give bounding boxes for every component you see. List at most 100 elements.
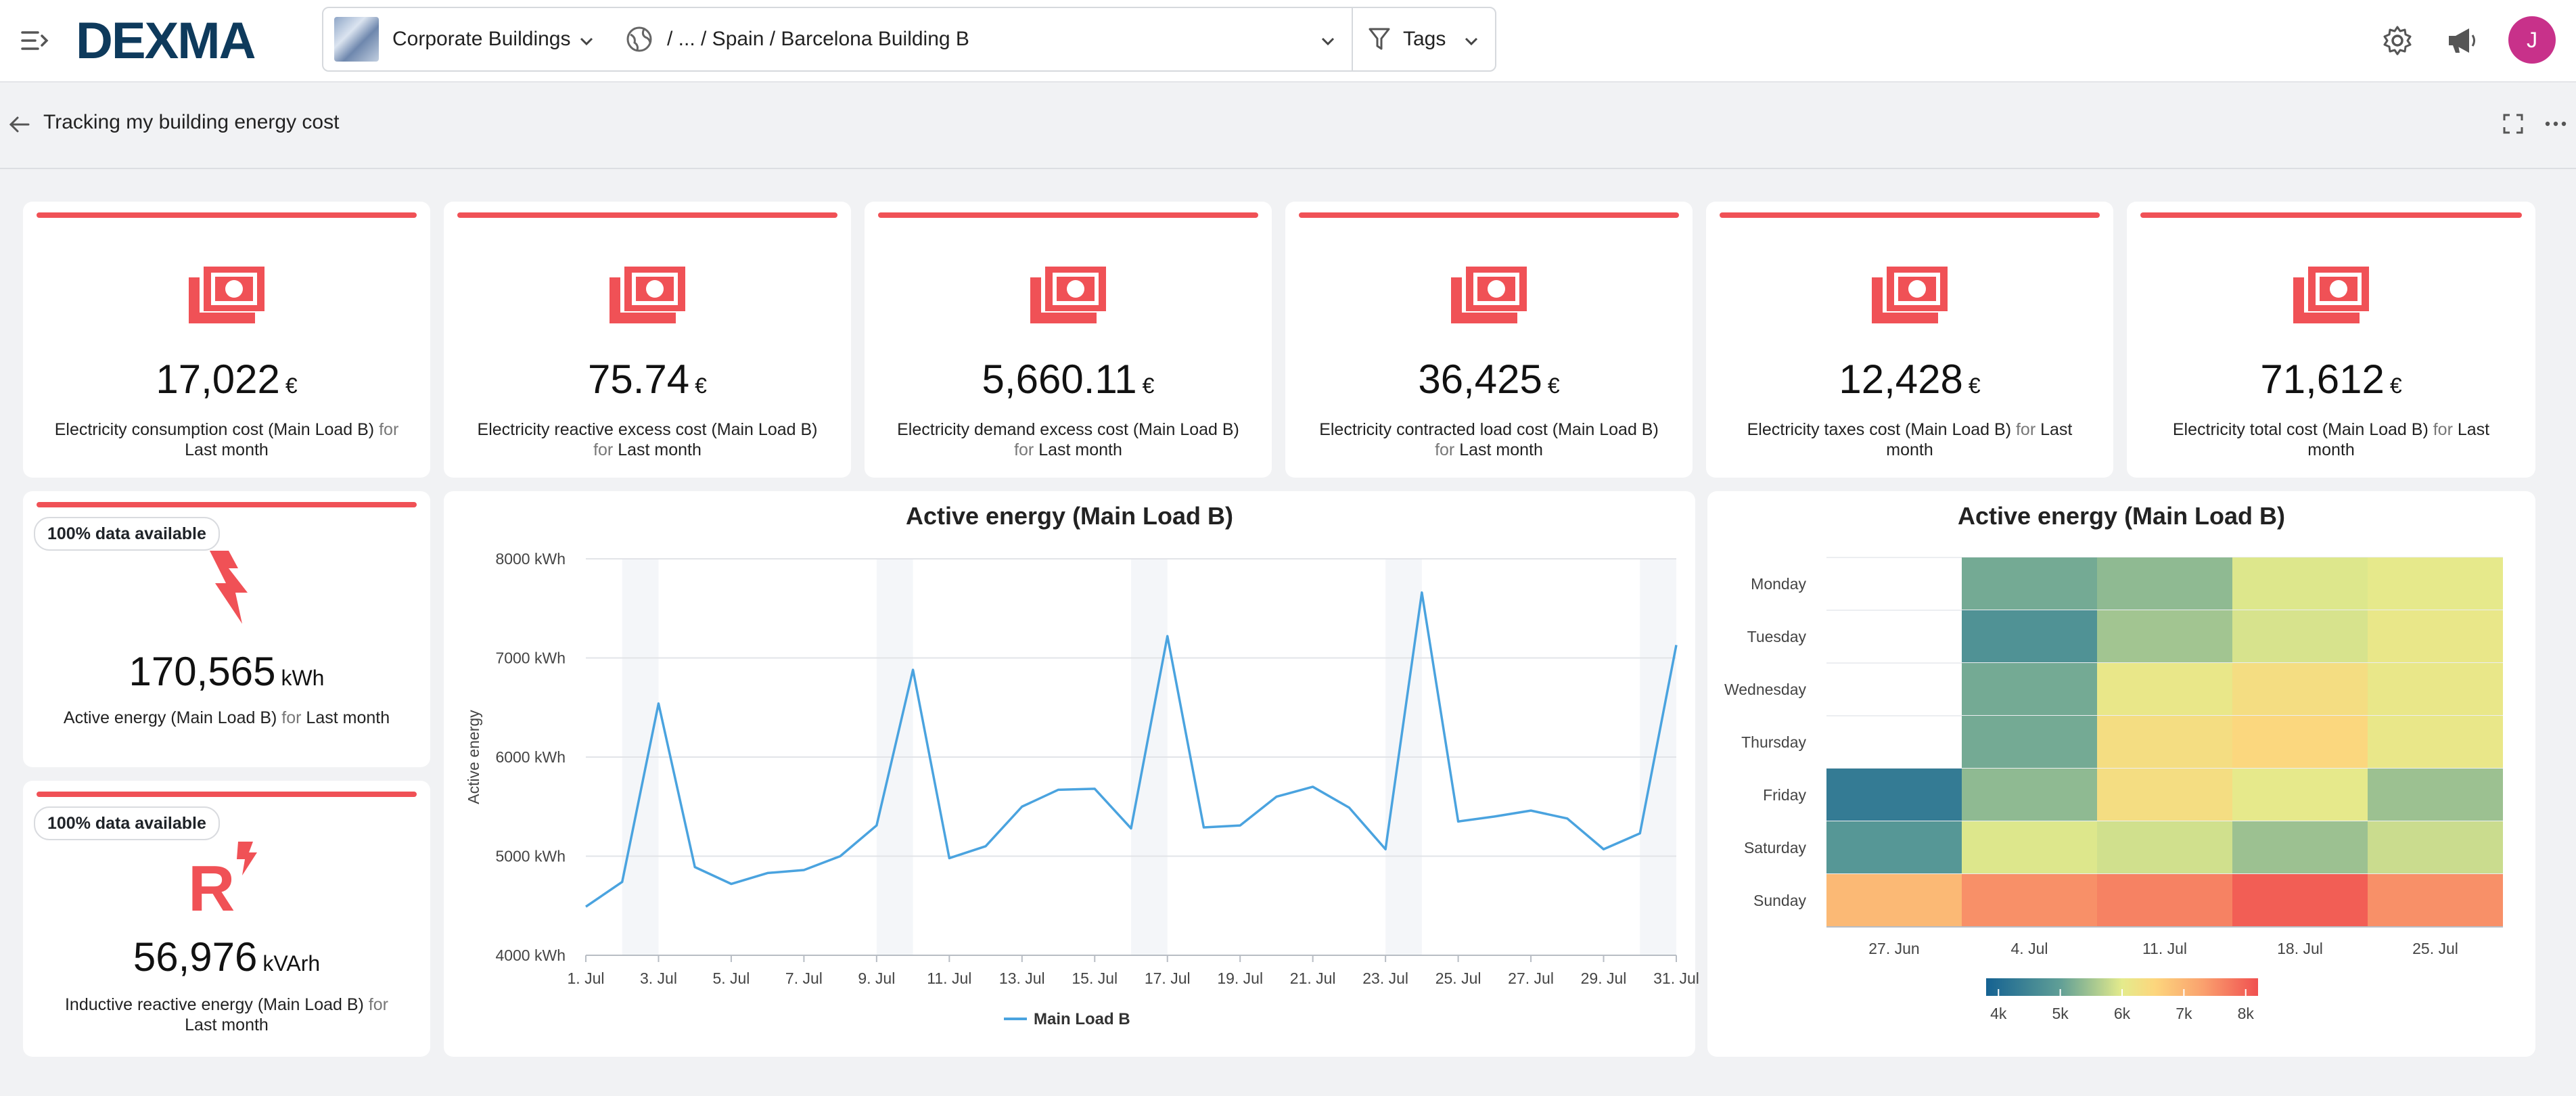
kpi-value: 75.74 €	[444, 356, 851, 403]
organization-name: Corporate Buildings	[392, 28, 571, 50]
kpi-value: 36,425 €	[1285, 356, 1693, 403]
dexma-logo[interactable]: DEXMA	[76, 11, 285, 70]
kpi-label: Electricity taxes cost (Main Load B) for…	[1733, 419, 2086, 460]
kpi-label: Electricity demand excess cost (Main Loa…	[892, 419, 1245, 460]
kpi-value: 56,976 kVArh	[23, 934, 430, 980]
for-text: for	[281, 708, 302, 727]
chevron-down-icon	[1321, 37, 1335, 46]
kpi-number: 17,022	[156, 357, 280, 402]
organization-selector[interactable]: Corporate Buildings	[322, 7, 612, 72]
status-bar	[1299, 212, 1679, 218]
logo-text: DEXMA	[76, 12, 255, 69]
kpi-unit: €	[695, 373, 707, 398]
line-chart-card	[444, 491, 1695, 1057]
heatmap-card	[1707, 491, 2535, 1057]
for-text: for	[379, 420, 399, 439]
kpi-unit: kWh	[281, 666, 325, 690]
metric-name: Electricity consumption cost (Main Load …	[54, 420, 375, 439]
kpi-number: 36,425	[1418, 357, 1542, 402]
kpi-card-reactive-energy[interactable]: 100% data available R 56,976 kVArh Induct…	[23, 781, 430, 1057]
kpi-label: Electricity consumption cost (Main Load …	[50, 419, 403, 460]
tags-label: Tags	[1403, 28, 1446, 50]
page-header	[0, 83, 2576, 169]
status-bar	[878, 212, 1258, 218]
lightning-icon	[210, 551, 248, 624]
status-bar	[1720, 212, 2100, 218]
kpi-card-active-energy[interactable]: 100% data available 170,565 kWh Active en…	[23, 491, 430, 767]
kpi-card-total-cost[interactable]: 71,612 € Electricity total cost (Main Loa…	[2127, 202, 2535, 478]
location-path: / ... / Spain / Barcelona Building B	[667, 28, 969, 50]
location-selector[interactable]: / ... / Spain / Barcelona Building B	[610, 7, 1353, 72]
menu-collapse-icon[interactable]	[16, 24, 54, 57]
kpi-unit: €	[2389, 373, 2402, 398]
kpi-card-demand-excess-cost[interactable]: 5,660.11 € Electricity demand excess cost…	[865, 202, 1272, 478]
metric-name: Electricity reactive excess cost (Main L…	[477, 420, 818, 439]
for-text: for	[1014, 440, 1034, 459]
tags-filter[interactable]: Tags	[1352, 7, 1496, 72]
period: Last month	[1886, 420, 2073, 459]
metric-name: Electricity total cost (Main Load B)	[2172, 420, 2429, 439]
money-icon	[1451, 264, 1527, 323]
kpi-label: Active energy (Main Load B) for Last mon…	[50, 708, 403, 728]
period: Last month	[185, 1015, 269, 1034]
money-icon	[1872, 264, 1948, 323]
money-icon	[1030, 264, 1106, 323]
data-availability-badge: 100% data available	[34, 517, 220, 551]
kpi-number: 56,976	[133, 934, 258, 980]
kpi-unit: €	[285, 373, 298, 398]
kpi-value: 170,565 kWh	[23, 648, 430, 695]
metric-name: Electricity contracted load cost (Main L…	[1319, 420, 1659, 439]
gear-icon[interactable]	[2380, 23, 2415, 58]
metric-name: Active energy (Main Load B)	[63, 708, 277, 727]
kpi-number: 71,612	[2260, 357, 2385, 402]
period: Last month	[618, 440, 702, 459]
metric-name: Electricity taxes cost (Main Load B)	[1747, 420, 2012, 439]
kpi-value: 17,022 €	[23, 356, 430, 403]
status-bar	[37, 212, 417, 218]
period: Last month	[1038, 440, 1122, 459]
for-text: for	[2015, 420, 2036, 439]
megaphone-icon[interactable]	[2445, 23, 2480, 58]
top-bar: DEXMA Corporate Buildings / ... / Spain …	[0, 0, 2576, 83]
kpi-number: 75.74	[588, 357, 690, 402]
status-bar	[37, 792, 417, 797]
kpi-card-consumption-cost[interactable]: 17,022 € Electricity consumption cost (Ma…	[23, 202, 430, 478]
kpi-card-reactive-excess-cost[interactable]: 75.74 € Electricity reactive excess cost …	[444, 202, 851, 478]
kpi-unit: €	[1968, 373, 1981, 398]
for-text: for	[1435, 440, 1455, 459]
filter-icon	[1368, 28, 1390, 50]
kpi-value: 5,660.11 €	[865, 356, 1272, 403]
kpi-unit: kVArh	[262, 951, 321, 976]
page-title: Tracking my building energy cost	[43, 111, 340, 133]
svg-text:R: R	[188, 852, 235, 916]
back-arrow-icon[interactable]	[7, 112, 31, 137]
fullscreen-icon[interactable]	[2503, 114, 2523, 134]
status-bar	[37, 502, 417, 507]
period: Last month	[306, 708, 390, 727]
heatmap-title: Active energy (Main Load B)	[1957, 502, 2286, 530]
for-text: for	[368, 995, 389, 1014]
status-bar	[457, 212, 837, 218]
more-options-icon[interactable]	[2544, 115, 2568, 133]
avatar-initial: J	[2527, 27, 2537, 52]
money-icon	[2293, 264, 2369, 323]
status-bar	[2140, 212, 2522, 218]
user-avatar[interactable]: J	[2508, 16, 2556, 64]
chevron-down-icon	[1465, 37, 1478, 46]
period: Last month	[2307, 420, 2490, 459]
kpi-label: Inductive reactive energy (Main Load B) …	[50, 995, 403, 1035]
metric-name: Electricity demand excess cost (Main Loa…	[897, 420, 1239, 439]
line-chart-title: Active energy (Main Load B)	[905, 502, 1234, 530]
globe-icon	[626, 26, 652, 52]
kpi-number: 12,428	[1839, 357, 1963, 402]
money-icon	[610, 264, 685, 323]
kpi-label: Electricity reactive excess cost (Main L…	[471, 419, 824, 460]
period: Last month	[1459, 440, 1543, 459]
kpi-card-taxes-cost[interactable]: 12,428 € Electricity taxes cost (Main Loa…	[1706, 202, 2113, 478]
for-text: for	[593, 440, 614, 459]
kpi-unit: €	[1142, 373, 1155, 398]
kpi-number: 170,565	[129, 649, 276, 694]
kpi-value: 71,612 €	[2127, 356, 2535, 403]
kpi-value: 12,428 €	[1706, 356, 2113, 403]
kpi-card-contracted-load-cost[interactable]: 36,425 € Electricity contracted load cost…	[1285, 202, 1693, 478]
